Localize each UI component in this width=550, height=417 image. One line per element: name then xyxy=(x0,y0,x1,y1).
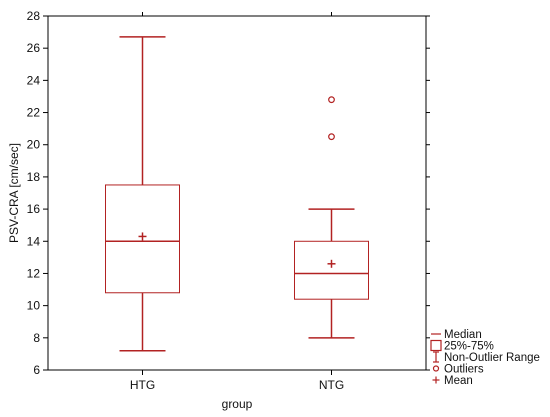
y-tick-label: 10 xyxy=(27,299,41,313)
boxes xyxy=(105,36,369,352)
y-tick-label: 26 xyxy=(27,41,41,55)
y-axis: 6 8 10 12 14 16 18 20 22 24 26 28 xyxy=(27,9,430,377)
legend-label: Median xyxy=(444,329,482,341)
plot-frame xyxy=(47,15,427,371)
outlier-point xyxy=(328,96,335,104)
y-tick-label: 14 xyxy=(27,234,41,248)
x-tick-label: NTG xyxy=(319,378,344,392)
y-tick-label: 24 xyxy=(27,73,41,87)
y-tick-label: 20 xyxy=(27,138,41,152)
x-axis: HTG NTG xyxy=(130,12,344,392)
y-tick-label: 8 xyxy=(33,331,40,345)
outlier-point xyxy=(328,133,335,141)
iqr-box xyxy=(105,184,180,294)
y-tick-label: 28 xyxy=(27,9,41,23)
y-axis-title: PSV-CRA [cm/sec] xyxy=(7,143,21,243)
iqr-box xyxy=(294,240,369,300)
legend-label: Non-Outlier Range xyxy=(444,352,540,364)
y-tick-label: 18 xyxy=(27,170,41,184)
y-tick-label: 16 xyxy=(27,202,41,216)
legend-label: Mean xyxy=(444,375,473,387)
box-group-htg xyxy=(105,36,180,352)
legend-box-symbol xyxy=(430,339,442,352)
x-tick-label: HTG xyxy=(130,378,155,392)
box-group-ntg xyxy=(294,96,369,339)
y-tick-label: 12 xyxy=(27,266,41,280)
y-tick-label: 6 xyxy=(33,363,40,377)
x-axis-title: group xyxy=(222,397,253,411)
y-tick-label: 22 xyxy=(27,106,41,120)
legend-label: Outliers xyxy=(444,364,484,376)
legend-outlier-symbol xyxy=(432,365,440,372)
legend-label: 25%-75% xyxy=(444,341,494,353)
